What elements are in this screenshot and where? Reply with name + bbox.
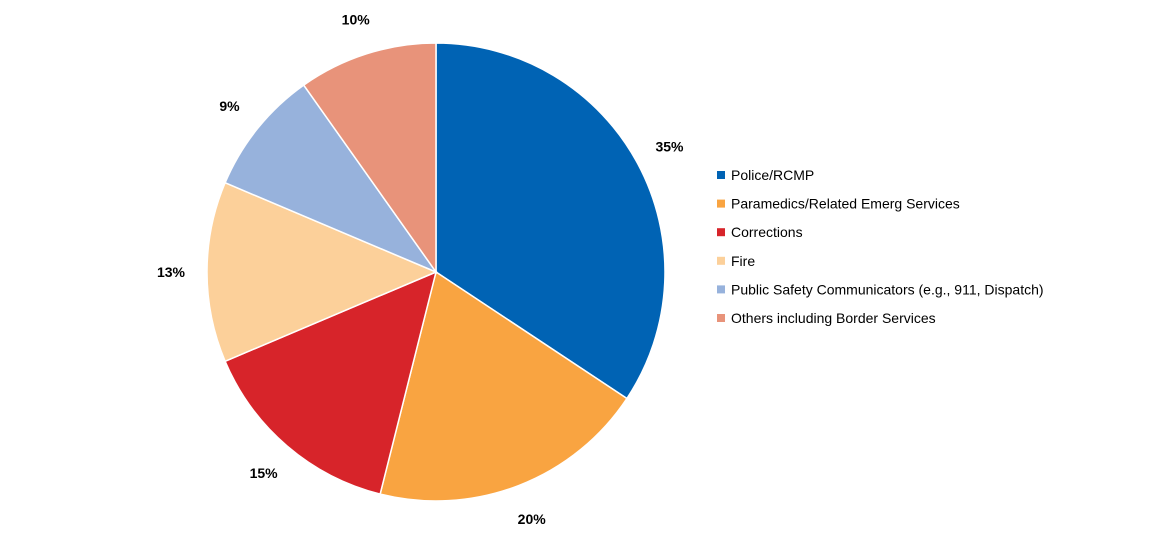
legend-label: Fire xyxy=(731,253,755,269)
slice-label-paramedics-related-emerg-services: 20% xyxy=(518,511,547,527)
slice-label-others-including-border-services: 10% xyxy=(342,12,371,28)
pie-slice-corrections xyxy=(224,270,438,495)
legend-item-public-safety-communicators-e-g-911-dispatch: Public Safety Communicators (e.g., 911, … xyxy=(717,281,1044,297)
slice-label-corrections: 15% xyxy=(250,465,279,481)
pie-slices xyxy=(206,42,666,502)
legend-swatch xyxy=(717,256,725,265)
legend-swatch xyxy=(717,199,725,208)
legend-item-police-rcmp: Police/RCMP xyxy=(717,167,814,183)
legend-label: Police/RCMP xyxy=(731,167,814,183)
pie-slice-paramedics-related-emerg-services xyxy=(379,270,628,502)
legend-label: Public Safety Communicators (e.g., 911, … xyxy=(731,281,1044,297)
pie-slice-fire xyxy=(206,181,438,363)
pie-slice-others-including-border-services xyxy=(302,42,437,275)
legend-swatch xyxy=(717,285,725,294)
legend-label: Paramedics/Related Emerg Services xyxy=(731,196,960,212)
slice-label-police-rcmp: 35% xyxy=(655,139,684,155)
legend-swatch xyxy=(717,314,725,322)
pie-slice-public-safety-communicators-e-g-911-dispatch xyxy=(224,84,439,274)
legend-item-others-including-border-services: Others including Border Services xyxy=(717,310,936,326)
legend-item-corrections: Corrections xyxy=(717,224,803,240)
legend-item-paramedics-related-emerg-services: Paramedics/Related Emerg Services xyxy=(717,196,960,212)
slice-label-public-safety-communicators-e-g-911-dispatch: 9% xyxy=(219,98,240,114)
legend-label: Corrections xyxy=(731,224,803,240)
slice-labels: 35% 20% 15% 13% 9% 10% xyxy=(157,12,684,528)
legend-label: Others including Border Services xyxy=(731,310,936,326)
legend: Police/RCMP Paramedics/Related Emerg Serv… xyxy=(717,167,1044,326)
slice-label-fire: 13% xyxy=(157,264,186,280)
legend-item-fire: Fire xyxy=(717,253,755,269)
legend-swatch xyxy=(717,171,725,179)
legend-swatch xyxy=(717,228,725,237)
